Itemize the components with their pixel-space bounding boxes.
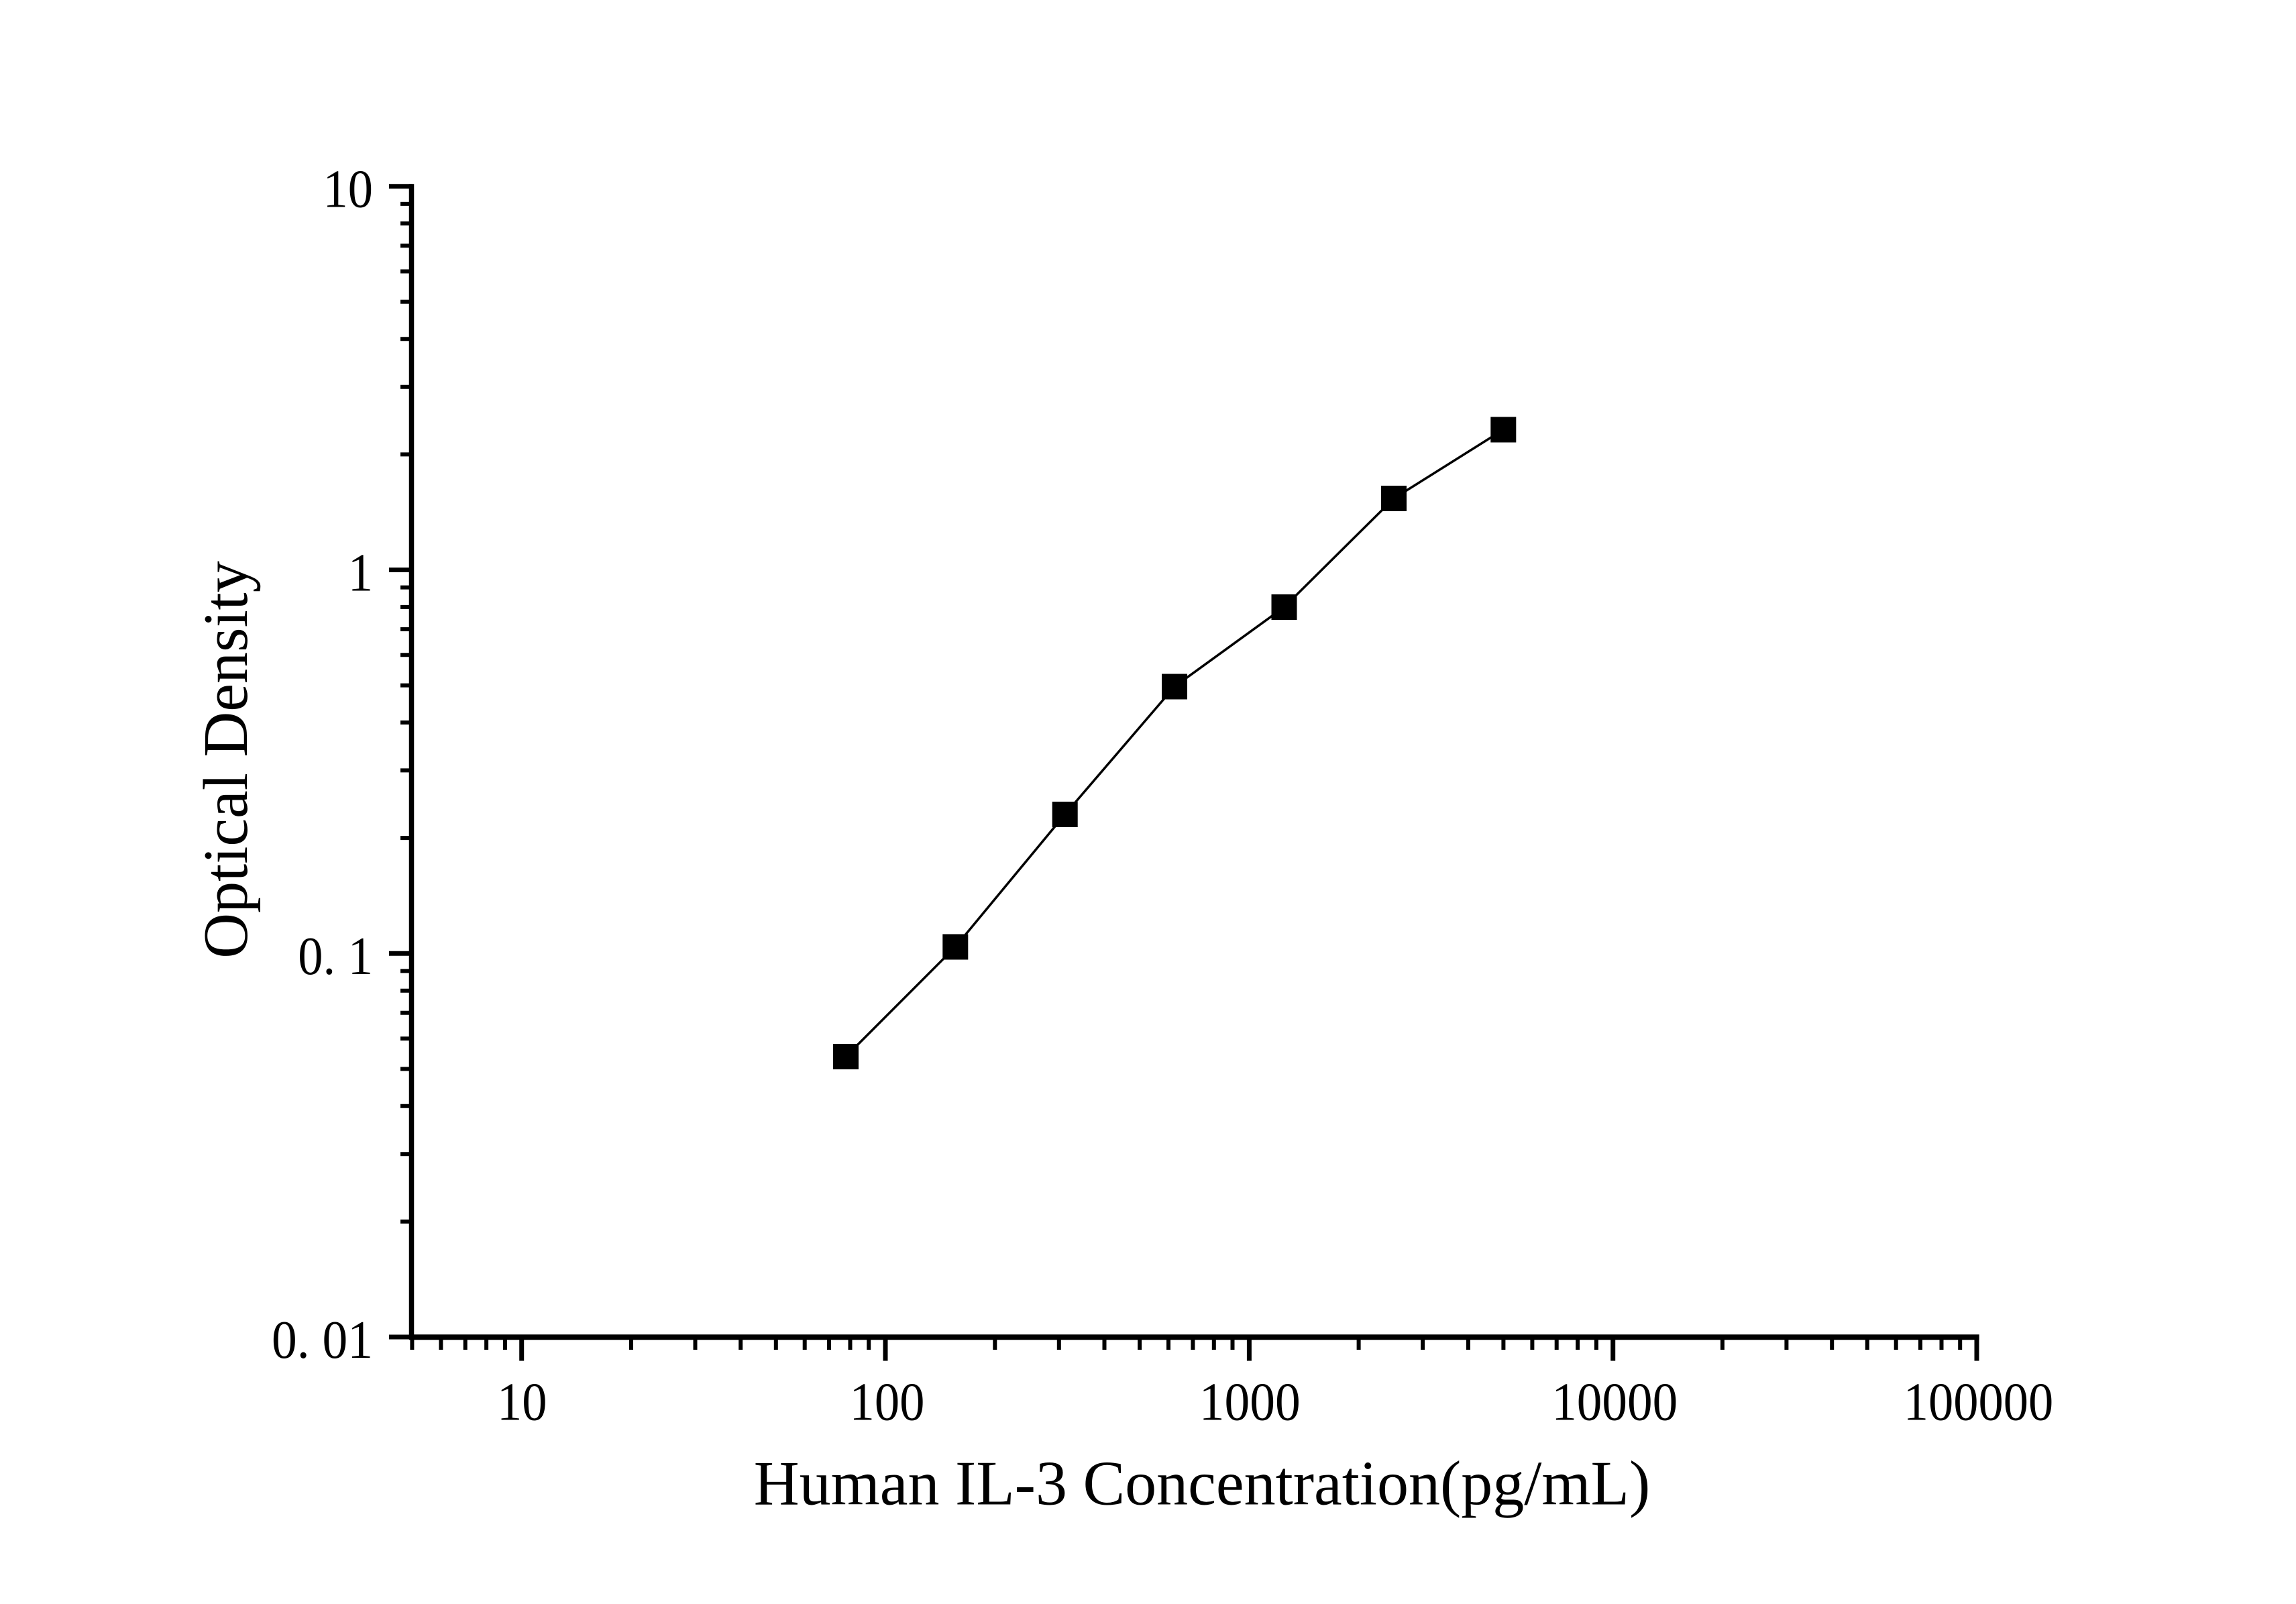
svg-text:0. 01: 0. 01 bbox=[272, 1309, 373, 1370]
svg-text:1: 1 bbox=[348, 543, 373, 603]
svg-text:100000: 100000 bbox=[1904, 1372, 2054, 1432]
svg-text:1000: 1000 bbox=[1199, 1372, 1301, 1432]
svg-text:100: 100 bbox=[850, 1372, 925, 1432]
svg-text:Human IL-3 Concentration(pg/mL: Human IL-3 Concentration(pg/mL) bbox=[754, 1448, 1651, 1518]
svg-text:Optical Density: Optical Density bbox=[191, 561, 261, 959]
svg-text:10: 10 bbox=[323, 159, 374, 219]
svg-text:10: 10 bbox=[497, 1372, 547, 1432]
svg-text:10000: 10000 bbox=[1551, 1372, 1678, 1432]
svg-text:0. 1: 0. 1 bbox=[298, 926, 373, 986]
